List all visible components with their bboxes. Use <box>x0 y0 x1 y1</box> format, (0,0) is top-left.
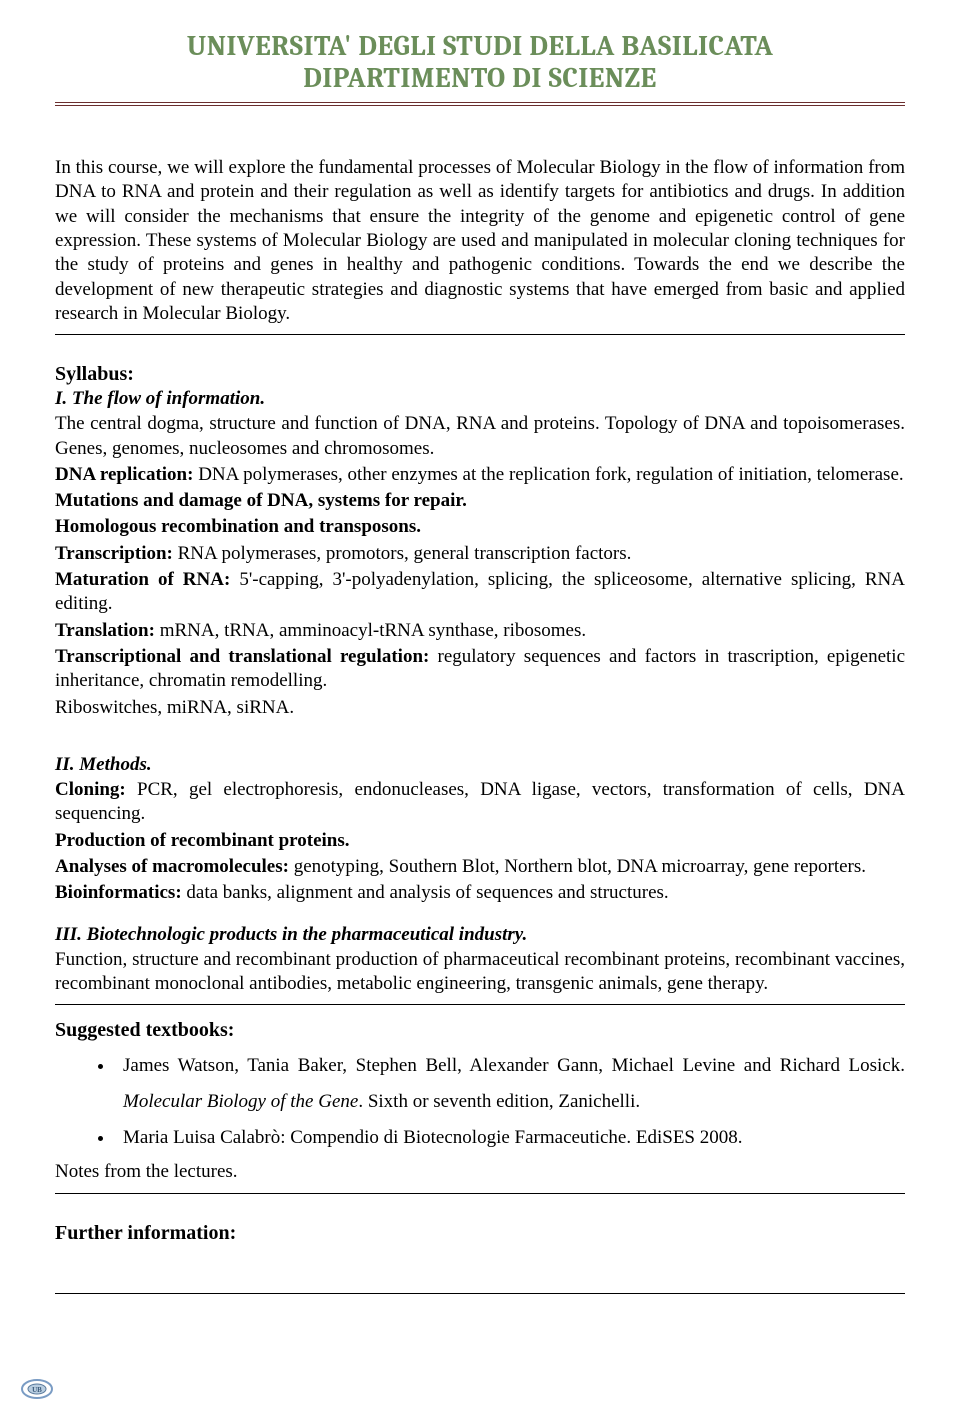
s1-p2: DNA replication: DNA polymerases, other … <box>55 463 905 487</box>
s1-p5-text: RNA polymerases, promotors, general tran… <box>173 543 632 564</box>
logo-icon: UB <box>20 1378 54 1400</box>
divider-3 <box>55 1193 905 1194</box>
textbook-1: James Watson, Tania Baker, Stephen Bell,… <box>115 1048 905 1120</box>
s1-p4: Homologous recombination and transposons… <box>55 515 905 539</box>
document-header: UNIVERSITA' DEGLI STUDI DELLA BASILICATA… <box>55 30 905 94</box>
syllabus-title: Syllabus: <box>55 363 905 386</box>
textbooks-list: James Watson, Tania Baker, Stephen Bell,… <box>55 1048 905 1156</box>
s2-p1-label: Cloning: <box>55 779 126 800</box>
s1-p1: The central dogma, structure and functio… <box>55 412 905 461</box>
divider-2 <box>55 1004 905 1005</box>
svg-text:UB: UB <box>32 1386 42 1394</box>
s2-p1-text: PCR, gel electrophoresis, endonucleases,… <box>55 779 905 824</box>
s1-p3-text: Mutations and damage of DNA, systems for… <box>55 490 467 511</box>
s3-p1: Function, structure and recombinant prod… <box>55 948 905 997</box>
textbooks-title: Suggested textbooks: <box>55 1019 905 1042</box>
s2-p4-text: data banks, alignment and analysis of se… <box>182 882 669 903</box>
textbook-1-edition: . Sixth or seventh edition, Zanichelli. <box>358 1091 640 1112</box>
s2-p2-text: Production of recombinant proteins. <box>55 830 350 851</box>
further-info-title: Further information: <box>55 1222 905 1245</box>
s1-p7-text: mRNA, tRNA, amminoacyl-tRNA synthase, ri… <box>155 620 586 641</box>
s1-p6: Maturation of RNA: 5'-capping, 3'-polyad… <box>55 568 905 617</box>
course-intro: In this course, we will explore the fund… <box>55 156 905 326</box>
s1-p7-label: Translation: <box>55 620 155 641</box>
s1-p7: Translation: mRNA, tRNA, amminoacyl-tRNA… <box>55 619 905 643</box>
s1-p2-text: DNA polymerases, other enzymes at the re… <box>193 464 903 485</box>
s2-p3-label: Analyses of macromolecules: <box>55 856 289 877</box>
s1-p3: Mutations and damage of DNA, systems for… <box>55 489 905 513</box>
s1-p9: Riboswitches, miRNA, siRNA. <box>55 696 905 720</box>
s2-p2: Production of recombinant proteins. <box>55 829 905 853</box>
university-name: UNIVERSITA' DEGLI STUDI DELLA BASILICATA <box>55 30 905 62</box>
header-rule <box>55 102 905 106</box>
s1-p4-text: Homologous recombination and transposons… <box>55 516 421 537</box>
textbook-1-title: Molecular Biology of the Gene <box>123 1091 358 1112</box>
s1-p2-label: DNA replication: <box>55 464 193 485</box>
divider-4 <box>55 1293 905 1294</box>
s1-p5: Transcription: RNA polymerases, promotor… <box>55 542 905 566</box>
s2-p3-text: genotyping, Southern Blot, Northern blot… <box>289 856 866 877</box>
section-1-heading: I. The flow of information. <box>55 388 905 410</box>
textbook-2: Maria Luisa Calabrò: Compendio di Biotec… <box>115 1120 905 1156</box>
s2-p1: Cloning: PCR, gel electrophoresis, endon… <box>55 778 905 827</box>
lecture-notes: Notes from the lectures. <box>55 1160 905 1184</box>
s2-p3: Analyses of macromolecules: genotyping, … <box>55 855 905 879</box>
s1-p8: Transcriptional and translational regula… <box>55 645 905 694</box>
s2-p4-label: Bioinformatics: <box>55 882 182 903</box>
s1-p5-label: Transcription: <box>55 543 173 564</box>
section-3-heading: III. Biotechnologic products in the phar… <box>55 924 905 946</box>
department-name: DIPARTIMENTO DI SCIENZE <box>55 62 905 94</box>
textbook-1-authors: James Watson, Tania Baker, Stephen Bell,… <box>123 1055 905 1076</box>
s1-p8-label: Transcriptional and translational regula… <box>55 646 429 667</box>
s1-p6-label: Maturation of RNA: <box>55 569 230 590</box>
divider-1 <box>55 334 905 335</box>
section-2-heading: II. Methods. <box>55 754 905 776</box>
s2-p4: Bioinformatics: data banks, alignment an… <box>55 881 905 905</box>
